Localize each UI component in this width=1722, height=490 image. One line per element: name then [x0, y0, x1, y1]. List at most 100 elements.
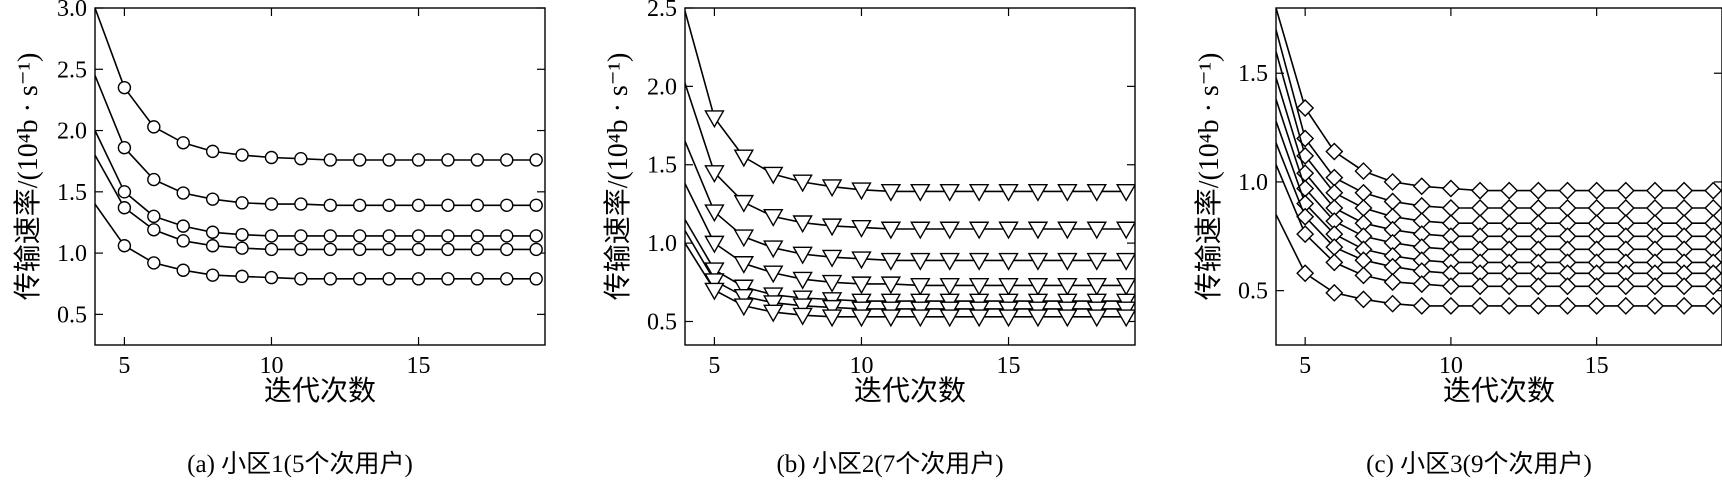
data-point: [704, 204, 725, 223]
data-point: [851, 309, 872, 328]
y-tick-label: 2.0: [647, 74, 677, 100]
data-point: [294, 197, 308, 211]
data-point: [1325, 183, 1344, 202]
data-point: [205, 239, 220, 253]
series-4: [95, 154, 543, 257]
data-point: [1616, 181, 1635, 200]
data-point: [235, 148, 249, 162]
data-point: [968, 252, 990, 271]
data-point: [1086, 221, 1107, 240]
data-point: [821, 218, 843, 237]
series-1: [685, 10, 1135, 202]
chart-c: 5 10 15 0.5 1.0 1.5 迭代次数 传输速率/(10⁴b · s⁻¹) (c) 小…: [1193, 7, 1722, 478]
data-point: [382, 153, 396, 167]
data-point: [1354, 251, 1373, 270]
data-point: [294, 242, 308, 257]
data-point: [1529, 296, 1548, 315]
data-point: [441, 153, 455, 167]
data-point: [1115, 221, 1135, 240]
series-line: [685, 242, 1127, 318]
data-point: [821, 274, 843, 293]
y-tick-label: 0.5: [647, 309, 677, 335]
x-tick-label: 10: [849, 353, 873, 379]
data-point: [117, 185, 132, 199]
data-point: [323, 272, 337, 286]
data-point: [1027, 221, 1049, 240]
data-point: [1057, 277, 1078, 296]
data-point: [1529, 199, 1548, 218]
x-tick-label: 15: [1585, 353, 1609, 379]
subplot-caption: (a) 小区1(5个次用户): [187, 450, 413, 478]
data-point: [411, 153, 426, 167]
data-point: [1354, 290, 1373, 309]
data-point: [1057, 309, 1078, 328]
data-point: [176, 219, 190, 233]
series-line: [95, 8, 537, 161]
data-point: [1383, 294, 1402, 313]
data-point: [763, 265, 784, 284]
data-point: [235, 241, 249, 255]
data-point: [851, 219, 872, 238]
series-2: [1276, 29, 1722, 218]
data-point: [880, 183, 902, 202]
data-point: [1704, 199, 1722, 218]
data-point: [821, 309, 843, 328]
data-point: [529, 229, 543, 243]
series-8: [1276, 164, 1722, 296]
data-point: [323, 153, 337, 167]
data-point: [117, 239, 132, 253]
y-tick-label: 1.5: [57, 180, 87, 206]
data-point: [1027, 183, 1049, 202]
data-point: [792, 271, 813, 290]
series-2: [685, 82, 1135, 240]
data-point: [1325, 253, 1344, 272]
x-tick-label: 10: [259, 353, 283, 379]
y-tick-label: 2.5: [57, 57, 87, 83]
series-line: [1276, 51, 1714, 224]
data-point: [851, 276, 872, 295]
data-point: [1383, 272, 1402, 291]
y-tick-label: 1.0: [647, 231, 677, 257]
series-5: [95, 203, 543, 286]
data-point: [821, 249, 843, 268]
data-point: [733, 194, 755, 213]
data-point: [733, 229, 755, 248]
data-point: [968, 277, 990, 296]
data-point: [792, 215, 813, 234]
data-point: [910, 183, 931, 202]
data-point: [1471, 296, 1490, 315]
data-point: [1412, 196, 1431, 215]
data-point: [470, 198, 485, 212]
data-point: [1558, 277, 1577, 296]
plot-frame: [1275, 7, 1722, 346]
data-point: [470, 153, 485, 167]
data-point: [792, 307, 813, 326]
data-point: [1587, 199, 1606, 218]
data-point: [939, 277, 960, 296]
data-point: [1616, 296, 1635, 315]
data-point: [235, 228, 249, 242]
plot-frame: [684, 7, 1136, 346]
series-line: [685, 230, 1127, 310]
x-tick-label: 5: [118, 353, 130, 379]
data-point: [733, 256, 755, 274]
data-point: [1027, 252, 1049, 271]
data-point: [939, 221, 960, 240]
data-point: [500, 229, 514, 243]
data-point: [323, 198, 337, 212]
data-point: [353, 153, 367, 167]
data-point: [1675, 181, 1694, 200]
y-tick-label: 2.5: [647, 0, 677, 22]
series-4: [685, 183, 1135, 296]
data-point: [1057, 252, 1078, 271]
data-point: [470, 242, 485, 257]
y-tick-label: 1.5: [1238, 61, 1268, 87]
data-point: [1675, 199, 1694, 218]
data-point: [500, 272, 514, 286]
x-tick-label: 5: [708, 353, 720, 379]
series-1: [1276, 8, 1722, 200]
data-point: [353, 242, 367, 257]
data-point: [500, 242, 514, 257]
data-point: [147, 172, 161, 187]
